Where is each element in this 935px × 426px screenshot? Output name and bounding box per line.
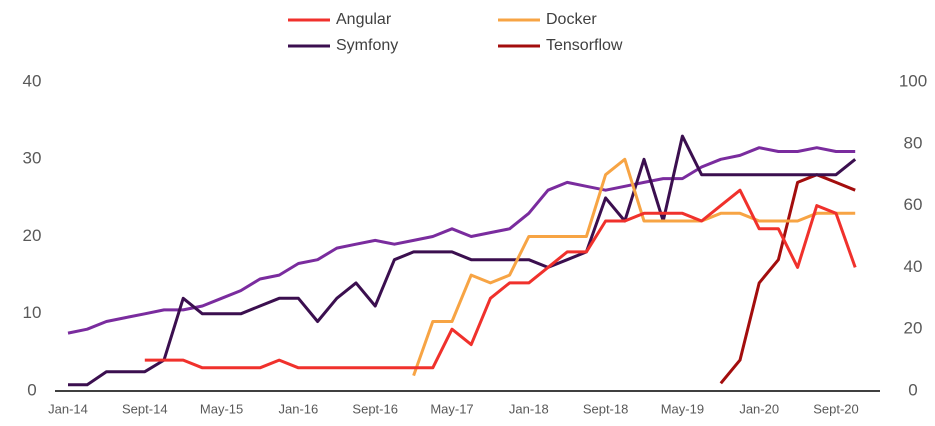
y2-tick-label: 60 [904, 195, 923, 214]
x-tick-label: Jan-18 [509, 401, 549, 416]
x-tick-label: Jan-20 [739, 401, 779, 416]
x-tick-label: Sept-14 [122, 401, 168, 416]
y2-tick-label: 100 [899, 71, 927, 90]
legend-label: Docker [546, 11, 597, 28]
y-tick-label: 10 [23, 303, 42, 322]
x-tick-label: Sept-16 [352, 401, 398, 416]
y2-tick-label: 20 [904, 319, 923, 338]
series-line [144, 188, 857, 370]
y-tick-label: 20 [23, 226, 42, 245]
legend-label: Angular [336, 11, 392, 28]
x-tick-label: Jan-14 [48, 401, 88, 416]
legend-label: Symfony [336, 37, 398, 54]
y2-tick-label: 80 [904, 133, 923, 152]
y-tick-label: 30 [23, 149, 42, 168]
x-tick-label: Sept-20 [813, 401, 859, 416]
x-tick-label: Sept-18 [583, 401, 629, 416]
x-tick-label: Jan-16 [279, 401, 319, 416]
series-line [67, 146, 856, 335]
series-line [68, 134, 857, 387]
x-tick-label: May-17 [430, 401, 473, 416]
series-line [412, 157, 856, 377]
x-tick-label: May-15 [200, 401, 243, 416]
series-line [719, 173, 856, 385]
x-tick-label: May-19 [661, 401, 704, 416]
y2-tick-label: 0 [908, 380, 917, 399]
y2-tick-label: 40 [904, 257, 923, 276]
y-tick-label: 40 [23, 71, 42, 90]
y-tick-label: 0 [27, 380, 36, 399]
legend-label: Tensorflow [546, 37, 623, 54]
